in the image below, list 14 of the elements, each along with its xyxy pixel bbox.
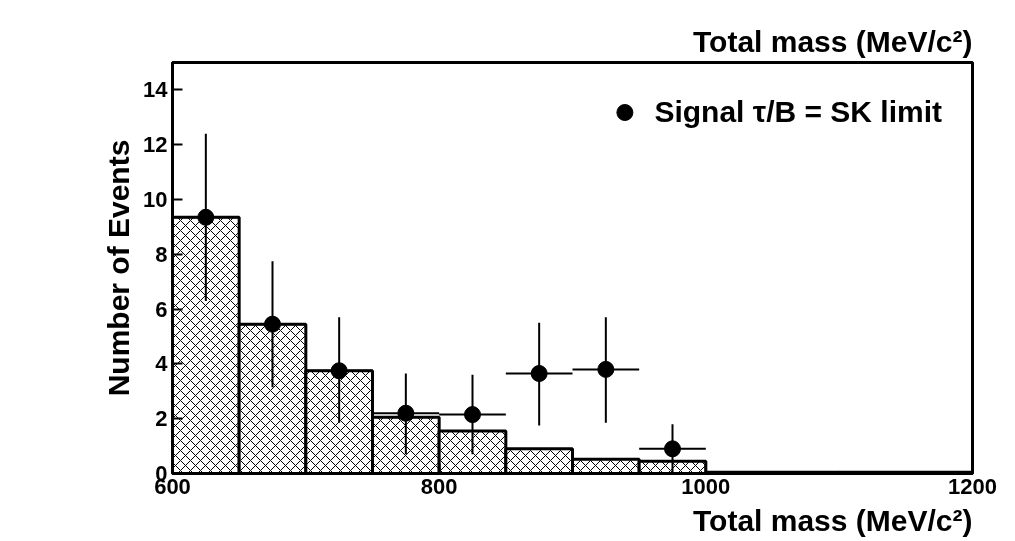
y-tick-label: 6 — [155, 296, 168, 322]
x-axis-title: Total mass (MeV/c²) — [692, 503, 973, 537]
y-tick-label: 8 — [155, 241, 168, 267]
legend-label: Signal τ/B = SK limit — [654, 95, 942, 129]
x-tick-label: 800 — [420, 473, 458, 499]
y-tick-label: 2 — [155, 406, 168, 432]
x-tick-label: 1200 — [948, 473, 997, 499]
chart-title: Total mass (MeV/c²) — [692, 24, 973, 58]
y-tick-label: 10 — [143, 187, 168, 212]
y-axis-title: Number of Events — [102, 139, 136, 397]
y-tick-label: 4 — [155, 351, 169, 377]
x-tick-label: 1000 — [681, 473, 731, 499]
y-tick-label: 12 — [143, 132, 168, 158]
y-tick-label: 14 — [143, 77, 169, 103]
